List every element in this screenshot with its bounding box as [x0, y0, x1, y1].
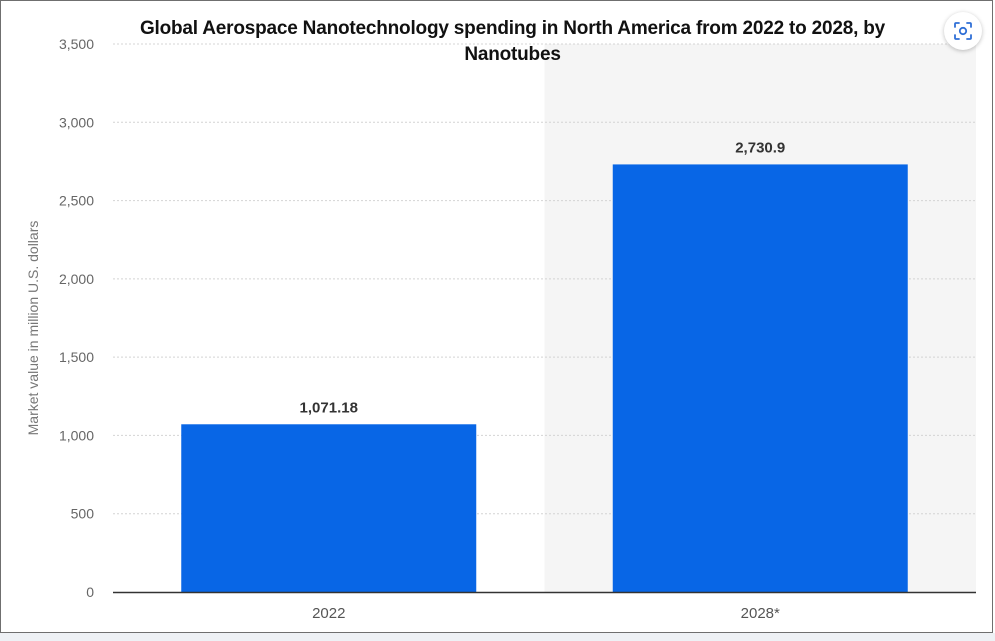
bar[interactable]	[612, 164, 908, 593]
bar[interactable]	[181, 424, 477, 592]
y-axis-title: Market value in million U.S. dollars	[25, 221, 41, 436]
bar-value-label: 1,071.18	[300, 399, 358, 416]
bottom-strip	[0, 633, 995, 641]
y-tick-label: 3,000	[59, 114, 94, 130]
screenshot-button[interactable]	[944, 12, 982, 50]
y-tick-label: 0	[86, 584, 94, 600]
y-tick-label: 1,000	[59, 427, 94, 443]
y-tick-label: 1,500	[59, 349, 94, 365]
screenshot-icon	[954, 22, 972, 40]
y-tick-label: 2,000	[59, 271, 94, 287]
chart-title: Global Aerospace Nanotechnology spending…	[139, 18, 886, 65]
y-tick-label: 3,500	[59, 36, 94, 52]
x-tick-label: 2022	[312, 605, 345, 622]
x-tick-label: 2028*	[741, 605, 780, 622]
y-tick-label: 2,500	[59, 193, 94, 209]
y-tick-label: 500	[71, 506, 95, 522]
bar-value-label: 2,730.9	[735, 139, 785, 156]
